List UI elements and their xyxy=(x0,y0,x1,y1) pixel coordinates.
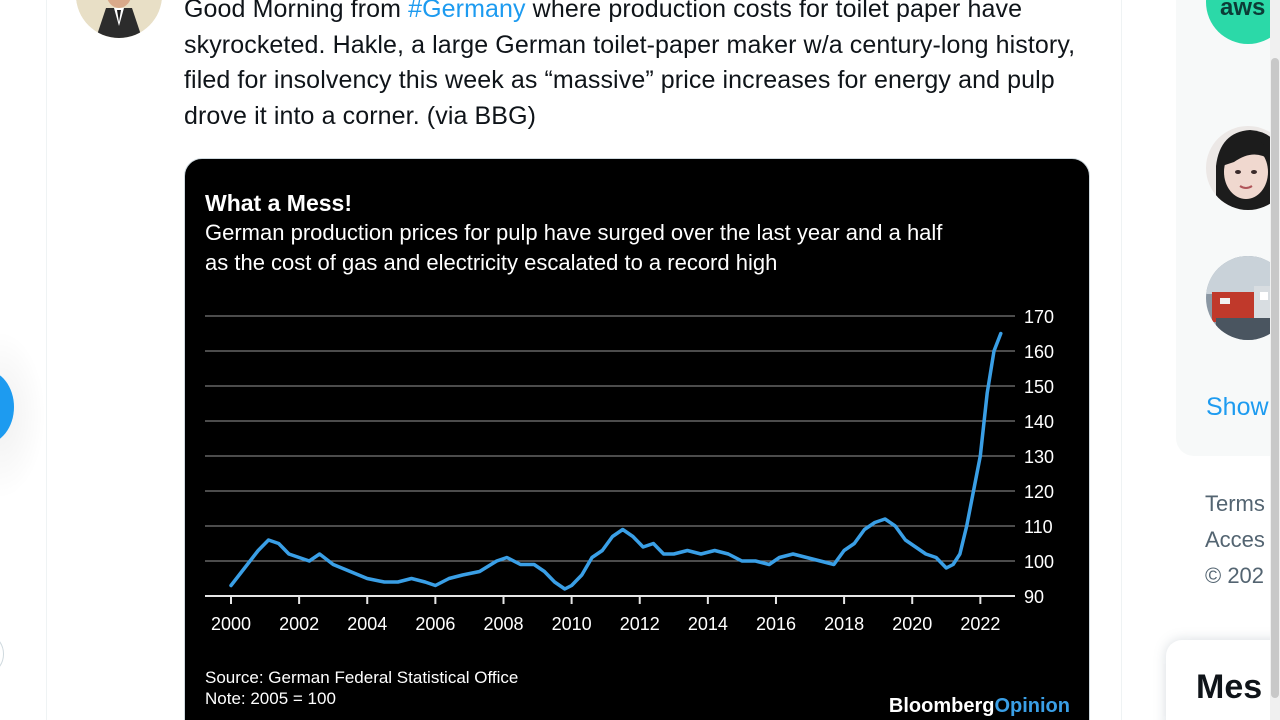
chart-grid xyxy=(205,315,1015,597)
chart-source: Source: German Federal Statistical Offic… xyxy=(205,668,518,687)
brand-bold: Bloomberg xyxy=(889,695,995,717)
footer-terms-link[interactable]: Terms xyxy=(1205,491,1265,516)
chart-x-tick-label: 2010 xyxy=(552,614,592,634)
chart-y-tick-label: 130 xyxy=(1024,447,1054,467)
chart-x-tick-label: 2016 xyxy=(756,614,796,634)
suggested-account-avatar[interactable] xyxy=(1206,256,1280,340)
chart-y-tick-label: 140 xyxy=(1024,412,1054,432)
hashtag-link[interactable]: #Germany xyxy=(408,0,526,23)
chart-y-tick-label: 100 xyxy=(1024,552,1054,572)
chart-svg: What a Mess! German production prices fo… xyxy=(205,190,1070,717)
chart-title: What a Mess! xyxy=(205,190,352,216)
chart-y-axis: 90 100 110 120 130 140 150 160 170 xyxy=(1024,307,1054,607)
footer-accessibility-link[interactable]: Acces xyxy=(1205,527,1265,552)
chart-note: Note: 2005 = 100 xyxy=(205,689,336,708)
account-switcher-edge[interactable] xyxy=(0,632,4,676)
aws-label: aws xyxy=(1220,0,1266,21)
tweet-text-part: Good Morning from xyxy=(184,0,409,23)
chart-x-tick-label: 2002 xyxy=(279,614,319,634)
tweet-text-part: where production costs for toilet paper … xyxy=(184,0,1076,130)
chart-subtitle-line1: German production prices for pulp have s… xyxy=(205,220,943,245)
chart-x-tick-label: 2018 xyxy=(824,614,864,634)
messages-drawer[interactable]: Mes xyxy=(1166,640,1280,720)
chart-x-tick-label: 2012 xyxy=(620,614,660,634)
bloomberg-opinion-logo: BloombergOpinion xyxy=(889,695,1070,717)
chart-y-tick-label: 90 xyxy=(1024,587,1044,607)
tweet-text: Good Morning from #Germany where product… xyxy=(184,0,1114,134)
chart-y-tick-label: 170 xyxy=(1024,307,1054,327)
chart-x-tick-label: 2004 xyxy=(347,614,387,634)
messages-drawer-title: Mes xyxy=(1196,668,1263,706)
brand-accent: Opinion xyxy=(994,695,1070,717)
chart-x-tick-label: 2006 xyxy=(415,614,455,634)
chart-y-tick-label: 120 xyxy=(1024,482,1054,502)
suggested-user-avatar[interactable] xyxy=(1206,126,1280,210)
who-to-follow-card xyxy=(1176,0,1280,456)
tweet-image-chart[interactable]: What a Mess! German production prices fo… xyxy=(184,158,1090,720)
chart-series-line xyxy=(229,331,1003,591)
show-more-link[interactable]: Show xyxy=(1206,393,1269,421)
chart-x-tick-label: 2020 xyxy=(892,614,932,634)
chart-y-tick-label: 160 xyxy=(1024,342,1054,362)
left-gutter xyxy=(0,0,46,720)
chart-y-tick-label: 150 xyxy=(1024,377,1054,397)
chart-x-tick-label: 2022 xyxy=(960,614,1000,634)
chart-x-axis: 2000 2002 2004 2006 2008 2010 2012 2014 2016 2018… xyxy=(211,596,1000,634)
chart-x-tick-label: 2000 xyxy=(211,614,251,634)
chart-x-tick-label: 2014 xyxy=(688,614,728,634)
chart-x-tick-label: 2008 xyxy=(483,614,523,634)
page-scrollbar-thumb[interactable] xyxy=(1271,58,1279,698)
footer-copyright: © 202 xyxy=(1205,563,1265,588)
chart-y-tick-label: 110 xyxy=(1024,517,1053,537)
chart-subtitle-line2: as the cost of gas and electricity escal… xyxy=(205,250,777,275)
